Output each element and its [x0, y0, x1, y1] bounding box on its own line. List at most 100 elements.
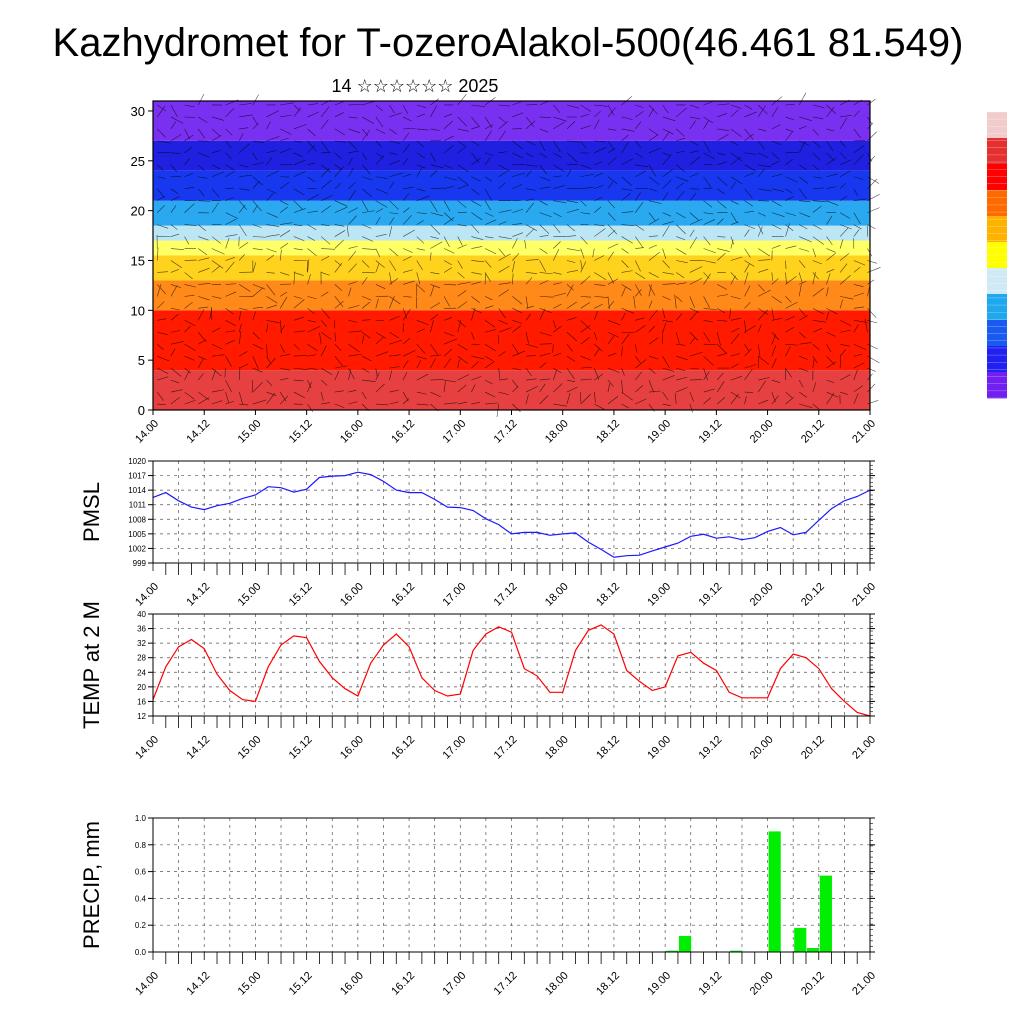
wind-vector: [224, 368, 226, 378]
wind-vector: [662, 283, 676, 285]
wind-vector: [594, 403, 605, 410]
wind-vector: [826, 215, 833, 225]
wind-vector: [457, 320, 467, 328]
wind-vector: [648, 164, 656, 177]
wind-vector: [157, 343, 164, 351]
wind-vector: [676, 296, 683, 303]
wind-vector: [403, 280, 415, 285]
wind-vector: [662, 128, 674, 135]
wind-vector: [239, 164, 249, 168]
wind-vector: [826, 361, 837, 369]
wind-vector: [607, 212, 616, 221]
wind-vector: [867, 367, 876, 372]
wind-vector: [321, 224, 330, 226]
wind-vector: [389, 296, 401, 305]
wind-vector: [812, 116, 824, 120]
wind-vector: [730, 176, 743, 185]
wind-vector: [362, 224, 372, 229]
wind-vector: [293, 140, 303, 143]
x-tick-label: 20.12: [799, 418, 827, 446]
wind-vector: [484, 305, 494, 309]
wind-vector: [798, 188, 807, 200]
wind-vector: [348, 157, 353, 165]
wind-vector: [539, 352, 551, 357]
wind-vector: [280, 272, 290, 276]
wind-vector: [812, 260, 822, 265]
wind-vector: [484, 343, 496, 352]
wind-vector: [266, 248, 277, 253]
wind-vector: [457, 164, 469, 173]
wind-vector: [674, 294, 677, 309]
wind-vector: [307, 343, 318, 352]
wind-vector: [402, 207, 410, 213]
x-tick-label: 20.00: [748, 418, 776, 446]
wind-vector: [662, 319, 673, 323]
wind-vector: [553, 241, 561, 249]
wind-vector: [566, 120, 576, 130]
wind-vector: [348, 319, 358, 323]
y-tick-label: 1011: [129, 501, 147, 510]
wind-vector: [280, 354, 291, 357]
wind-vector: [867, 176, 880, 184]
wind-vector: [293, 367, 308, 370]
wind-vector: [566, 317, 577, 321]
wind-vector: [553, 212, 562, 218]
wind-vector: [648, 134, 658, 142]
wind-vector: [157, 301, 165, 309]
color-band: [153, 200, 870, 226]
wind-vector: [348, 353, 362, 357]
wind-vector: [457, 128, 470, 132]
wind-vector: [443, 248, 455, 254]
wind-vector: [635, 104, 644, 108]
wind-vector: [170, 268, 180, 273]
wind-vector: [457, 200, 467, 208]
x-tick-label: 18.00: [543, 734, 571, 762]
wind-vector: [211, 343, 223, 350]
wind-vector: [443, 296, 450, 307]
wind-vector: [839, 349, 847, 357]
wind-vector: [416, 195, 430, 201]
wind-vector: [443, 260, 452, 265]
wind-vector: [717, 128, 730, 131]
wind-vector: [471, 224, 480, 234]
wind-vector: [321, 151, 331, 154]
x-tick-label: 20.12: [799, 970, 827, 998]
wind-vector: [361, 260, 370, 268]
wind-vector: [471, 200, 482, 207]
wind-vector: [689, 140, 699, 146]
wind-vector: [717, 252, 726, 261]
wind-vector: [594, 228, 606, 237]
wind-vector: [198, 200, 211, 202]
y-tick-label: 1020: [128, 457, 146, 466]
wind-vector: [826, 344, 832, 352]
wind-vector: [184, 367, 192, 374]
wind-vector: [717, 343, 728, 355]
wind-vector: [266, 212, 278, 218]
wind-vector: [484, 320, 496, 328]
wind-vector: [634, 344, 638, 353]
wind-vector: [539, 212, 552, 218]
wind-vector: [279, 296, 288, 309]
wind-vector: [430, 313, 439, 321]
wind-vector: [198, 283, 211, 285]
wind-vector: [525, 313, 532, 321]
wind-vector: [334, 344, 342, 352]
wind-vector: [402, 215, 412, 225]
wind-vector: [389, 370, 393, 381]
wind-vector: [416, 328, 425, 333]
wind-vector: [758, 212, 766, 217]
wind-vector: [209, 308, 213, 320]
wind-vector: [566, 270, 579, 273]
wind-vector: [867, 286, 870, 297]
wind-vector: [293, 379, 304, 382]
wind-vector: [252, 399, 267, 405]
wind-vector: [566, 386, 578, 393]
wind-vector: [252, 262, 257, 273]
wind-vector: [867, 383, 876, 393]
wind-vector: [416, 360, 422, 369]
wind-vector: [361, 128, 369, 137]
wind-vector: [662, 308, 666, 319]
wind-vector: [198, 176, 208, 179]
wind-vector: [361, 301, 371, 309]
wind-vector: [635, 385, 643, 393]
